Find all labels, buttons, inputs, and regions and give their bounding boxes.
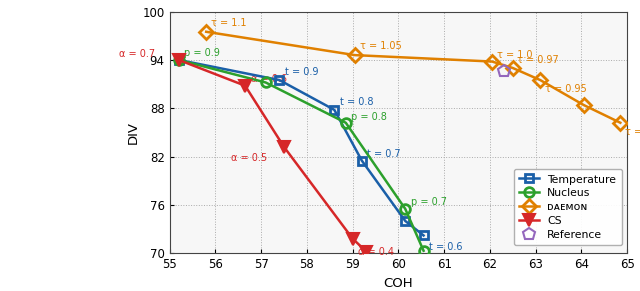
Text: t = 0.7: t = 0.7	[367, 149, 401, 159]
Text: τ = 0.95: τ = 0.95	[545, 84, 587, 94]
Text: α = 0.5: α = 0.5	[232, 153, 268, 163]
Text: τ = 0.9: τ = 0.9	[625, 127, 640, 137]
X-axis label: COH: COH	[383, 276, 413, 290]
Y-axis label: DIV: DIV	[127, 121, 140, 144]
Text: τ = 1.05: τ = 1.05	[360, 42, 401, 52]
Text: α = 0.4: α = 0.4	[358, 247, 394, 257]
Text: p = 0.8: p = 0.8	[351, 111, 387, 122]
Text: τ = 0.97: τ = 0.97	[517, 55, 559, 65]
Text: p = 0.7: p = 0.7	[411, 197, 447, 207]
Text: τ = 1.0: τ = 1.0	[497, 49, 532, 60]
Text: t = 0.8: t = 0.8	[340, 97, 373, 107]
Text: p = 0.9: p = 0.9	[184, 48, 220, 58]
Text: α = 0.6: α = 0.6	[251, 74, 287, 84]
Text: t = 0.6: t = 0.6	[429, 242, 463, 252]
Text: α = 0.7: α = 0.7	[119, 49, 156, 59]
Text: t = 0.9: t = 0.9	[285, 67, 319, 77]
Legend: Temperature, Nucleus, ᴅᴀᴇᴍᴏɴ, CS, Reference: Temperature, Nucleus, ᴅᴀᴇᴍᴏɴ, CS, Refere…	[514, 169, 622, 245]
Text: τ = 1.1: τ = 1.1	[211, 18, 246, 28]
